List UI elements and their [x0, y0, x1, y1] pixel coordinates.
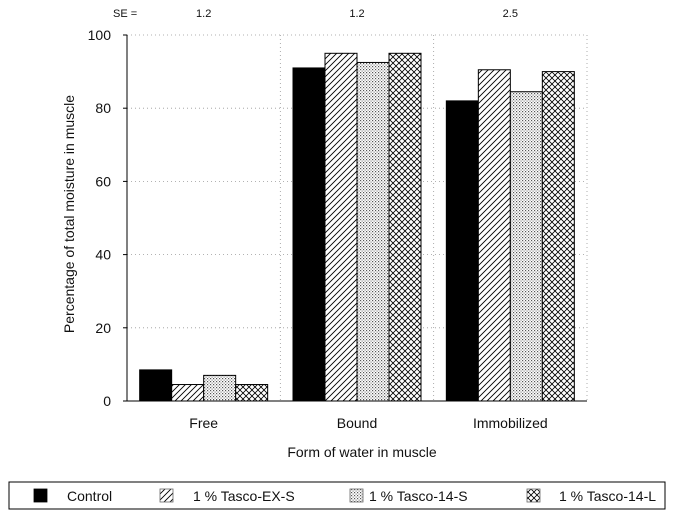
bar-free-series-3	[203, 374, 237, 402]
y-tick-label: 100	[88, 27, 112, 43]
se-value: 1.2	[349, 8, 364, 20]
y-axis-title: Percentage of total moisture in muscle	[61, 95, 77, 333]
gridlines	[127, 34, 588, 401]
y-tick-label: 60	[95, 173, 111, 189]
se-row: SE = 1.2 1.2 2.5	[113, 8, 518, 20]
x-axis-title: Form of water in muscle	[287, 444, 437, 460]
legend-swatch	[349, 488, 364, 503]
legend-swatch	[33, 488, 48, 503]
x-category-label: Immobilized	[473, 415, 548, 431]
x-category-label: Bound	[337, 415, 377, 431]
y-tick-label: 20	[95, 320, 111, 336]
x-category-label: Free	[189, 415, 218, 431]
bar-bound-series-1	[292, 67, 326, 402]
legend: Control 1 % Tasco-EX-S 1 % Tasco-14-S 1 % T…	[8, 481, 666, 510]
axes	[123, 34, 587, 402]
y-tick-label: 80	[95, 100, 111, 116]
se-label: SE =	[113, 8, 137, 20]
legend-label: 1 % Tasco-14-S	[369, 488, 468, 504]
y-tick-label: 40	[95, 247, 111, 263]
bar-free-series-4	[235, 384, 269, 402]
bar-free-series-1	[139, 369, 173, 402]
bar-immobilized-series-1	[445, 100, 479, 402]
bar-immobilized-series-3	[509, 91, 543, 402]
bar-immobilized-series-4	[541, 71, 575, 402]
se-value: 1.2	[196, 8, 211, 20]
bar-immobilized-series-2	[477, 69, 511, 402]
y-tick-labels: 0 20 40 60 80 100	[88, 27, 112, 409]
bars	[139, 52, 575, 402]
legend-swatch	[526, 488, 541, 503]
legend-label: 1 % Tasco-14-L	[559, 488, 656, 504]
bar-bound-series-3	[356, 61, 390, 402]
x-category-labels: Free Bound Immobilized	[189, 415, 547, 431]
bar-bound-series-2	[324, 52, 358, 402]
y-tick-label: 0	[103, 393, 111, 409]
legend-frame	[8, 481, 666, 510]
legend-label: 1 % Tasco-EX-S	[193, 488, 295, 504]
legend-swatch	[159, 488, 174, 503]
se-value: 2.5	[503, 8, 518, 20]
legend-label: Control	[67, 488, 112, 504]
bar-bound-series-4	[388, 52, 422, 402]
bar-free-series-2	[171, 384, 205, 402]
